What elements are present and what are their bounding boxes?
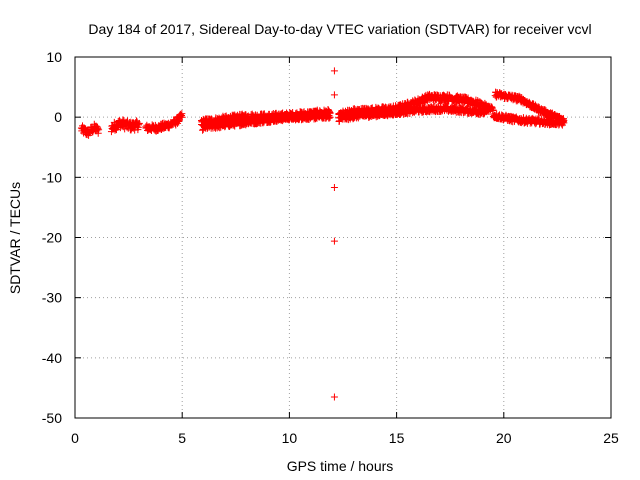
data-point — [178, 113, 186, 121]
outlier-point — [330, 393, 338, 401]
data-point — [326, 113, 334, 121]
y-tick-label: -50 — [42, 410, 62, 426]
y-tick-label: 0 — [54, 109, 62, 125]
x-tick-label: 5 — [178, 430, 186, 446]
x-tick-label: 20 — [496, 430, 512, 446]
data-point — [95, 126, 103, 134]
data-point — [483, 108, 491, 116]
outlier-point — [330, 91, 338, 99]
y-axis-label: SDTVAR / TECUs — [7, 182, 23, 294]
y-tick-label: -10 — [42, 169, 62, 185]
x-axis-label: GPS time / hours — [287, 458, 394, 474]
y-tick-label: -30 — [42, 290, 62, 306]
y-tick-label: -20 — [42, 230, 62, 246]
x-tick-label: 25 — [603, 430, 619, 446]
y-tick-label: -40 — [42, 350, 62, 366]
outlier-point — [330, 237, 338, 245]
data-series — [77, 67, 568, 401]
chart-title: Day 184 of 2017, Sidereal Day-to-day VTE… — [88, 21, 591, 37]
x-tick-label: 10 — [282, 430, 298, 446]
x-tick-label: 15 — [389, 430, 405, 446]
x-tick-label: 0 — [71, 430, 79, 446]
x-axis: 0 5 10 15 20 25 — [71, 57, 619, 446]
outlier-point — [330, 67, 338, 75]
data-point — [135, 119, 143, 127]
y-axis: -50 -40 -30 -20 -10 0 10 — [42, 49, 611, 426]
data-point — [560, 119, 568, 127]
outlier-point — [330, 184, 338, 192]
y-tick-label: 10 — [46, 49, 62, 65]
